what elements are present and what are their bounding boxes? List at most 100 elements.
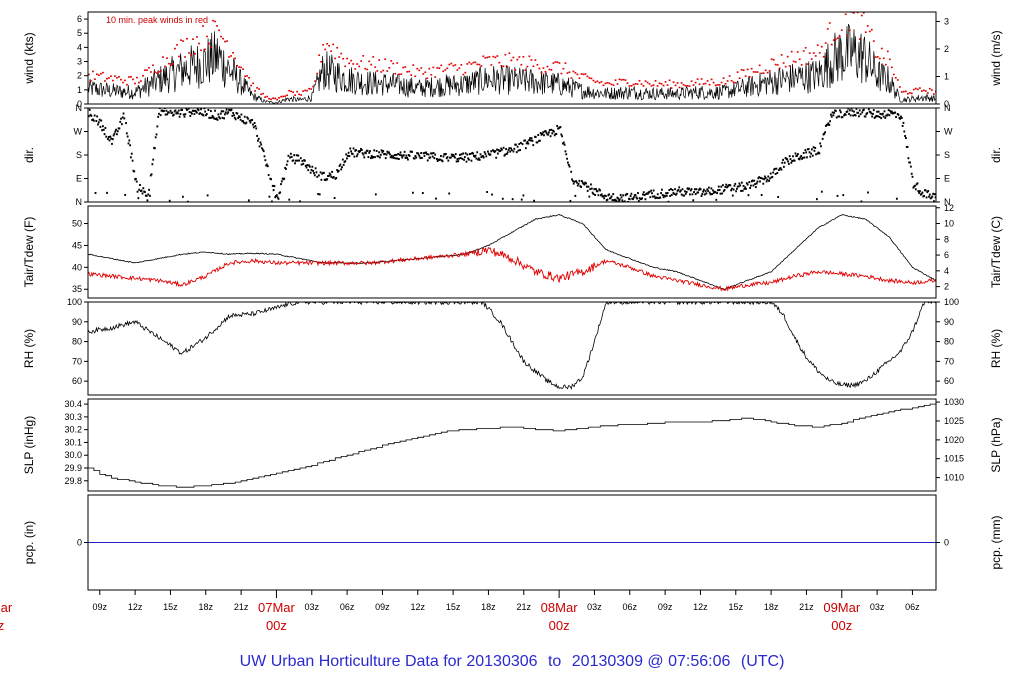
direction-point [581,180,583,183]
direction-point [777,196,780,199]
wind-peak-point [744,75,747,77]
direction-point [294,159,297,162]
direction-point [482,154,484,157]
direction-point [691,193,694,196]
direction-point [379,156,381,159]
right-tick-label: W [944,127,953,137]
direction-point [466,153,469,156]
wind-peak-point [788,65,791,67]
direction-point [629,195,632,198]
direction-point [258,145,261,148]
direction-point [349,147,352,150]
wind-peak-point [756,71,759,73]
direction-point [569,199,572,202]
direction-point [216,118,219,121]
wind-peak-point [912,88,915,91]
direction-point [571,179,574,182]
direction-point [672,191,675,194]
direction-point [248,119,251,122]
wind-peak-point [884,63,887,66]
direction-point [383,152,386,155]
plot-area-dir [88,108,936,202]
wind-peak-point [270,98,273,101]
wind-peak-point [855,5,857,7]
direction-point [290,155,293,158]
wind-peak-point [380,71,383,73]
right-tick-label: 10 [944,219,954,229]
direction-point [690,188,693,191]
direction-point [568,165,571,168]
wind-peak-point [272,97,275,99]
direction-point [242,121,245,124]
panel-frame [87,301,937,396]
direction-point [193,113,196,116]
direction-point [317,193,319,196]
direction-point [381,151,384,154]
wind-peak-point [268,97,270,100]
direction-point [695,188,698,191]
direction-point [752,184,755,187]
direction-point [462,152,465,155]
direction-point [887,109,890,112]
direction-point [507,148,510,151]
direction-point [529,137,531,140]
wind-peak-point [180,39,182,41]
direction-point [421,156,423,159]
direction-point [547,133,550,136]
wind-peak-point [508,52,511,54]
wind-peak-point [212,19,214,22]
direction-point [678,186,681,189]
wind-peak-point [290,90,293,93]
direction-point [585,185,588,188]
direction-point [149,194,151,197]
direction-point [197,109,200,112]
wind-peak-point [652,84,655,86]
direction-point [587,185,590,188]
wind-peak-point [328,44,331,47]
wind-peak-point [724,82,727,85]
direction-point [460,153,463,156]
wind-peak-point [300,94,303,96]
direction-point [124,193,127,196]
direction-point [402,154,405,157]
right-tick-label: 100 [944,297,959,307]
direction-point [548,131,550,134]
direction-point [252,126,255,129]
direction-point [355,155,358,158]
direction-point [249,121,252,124]
direction-point [340,168,343,171]
wind-peak-point [316,72,319,75]
direction-point [918,191,921,194]
direction-point [257,137,260,140]
direction-point [632,198,634,201]
direction-point [431,155,434,158]
direction-point [934,196,936,199]
panel-rh [84,301,940,396]
wind-peak-point [254,90,256,92]
x-tick-label: 12z [128,602,143,612]
direction-point [92,118,94,121]
series-wind-peak [88,5,936,101]
direction-point [895,115,897,118]
direction-point [146,199,149,202]
direction-point [130,156,132,159]
direction-point [774,172,777,175]
direction-point [520,141,522,144]
direction-point [642,191,645,194]
right-tick-label: N [944,103,951,113]
direction-point [666,192,669,195]
wind-peak-point [698,83,701,86]
direction-point [688,187,690,190]
direction-point [308,165,311,168]
direction-point [528,139,531,142]
direction-point [221,116,224,119]
direction-point [186,200,189,202]
wind-peak-point [302,90,305,92]
wind-peak-point [688,85,691,87]
direction-point [420,152,423,155]
x-date-label: 06Mar [0,600,13,615]
wind-peak-point [808,52,811,54]
wind-peak-point [920,90,923,92]
wind-peak-point [638,79,641,82]
wind-peak-point [660,83,663,85]
